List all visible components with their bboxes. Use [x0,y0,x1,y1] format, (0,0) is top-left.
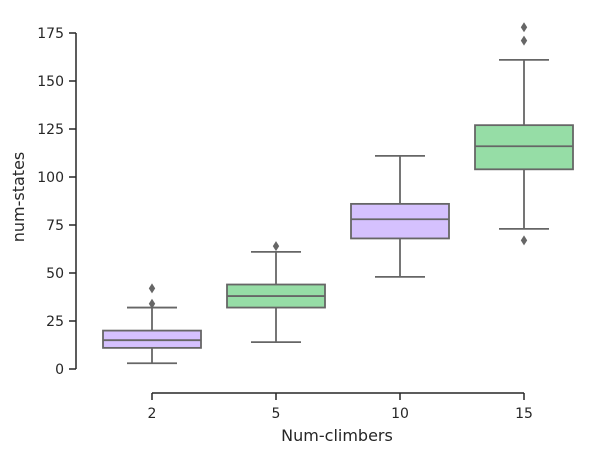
box-group [102,283,202,365]
y-tick-label: 100 [37,170,64,186]
outlier-point [520,35,528,46]
box-group [474,22,574,246]
x-tick-label: 5 [272,406,281,422]
x-axis-label: Num-climbers [281,426,393,445]
box-iqr [102,329,202,349]
box-group [350,154,450,278]
x-axis: 2 5 10 15 [148,392,533,422]
x-tick-label: 10 [391,406,409,422]
x-tick-label: 15 [515,406,533,422]
y-tick-label: 0 [55,362,64,378]
outlier-point [272,241,280,252]
y-tick-label: 125 [37,122,64,138]
y-tick-label: 75 [46,218,64,234]
y-tick-label: 50 [46,266,64,282]
y-axis: 0 25 50 75 100 125 150 175 [37,26,77,378]
y-tick-label: 150 [37,74,64,90]
outlier-point [148,283,156,294]
box-iqr [350,202,450,240]
box-group [226,241,326,344]
y-tick-label: 25 [46,314,64,330]
y-axis-label: num-states [9,152,28,243]
outlier-point [520,235,528,246]
outlier-point [520,22,528,33]
box-series [102,22,574,365]
y-tick-label: 175 [37,26,64,42]
box-iqr [474,124,574,171]
outlier-point [148,298,156,309]
x-tick-label: 2 [148,406,157,422]
